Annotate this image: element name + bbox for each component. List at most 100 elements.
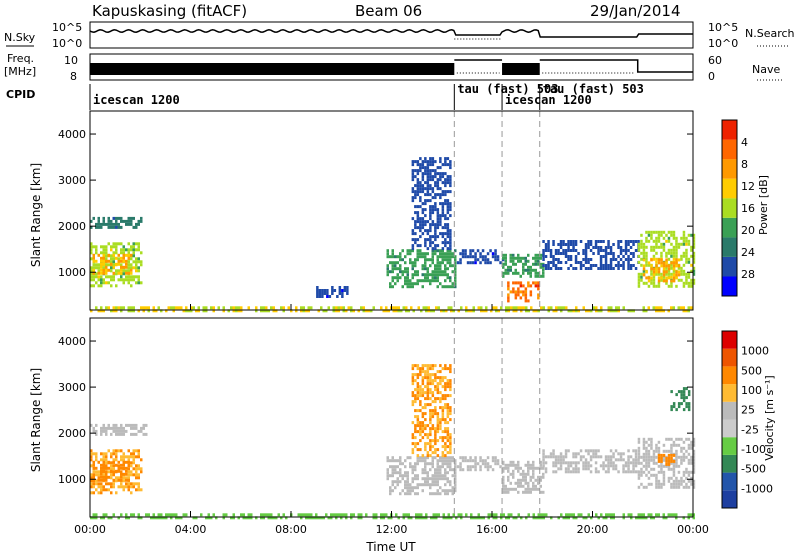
data-cell [692,485,696,489]
data-cell [92,513,95,517]
data-cell [444,394,447,398]
data-cell [687,446,691,450]
data-cell [439,202,442,206]
data-cell [426,483,429,487]
data-cell [672,233,676,237]
data-cell [140,260,143,264]
data-cell [569,240,573,243]
data-cell [436,474,439,478]
data-cell [434,193,437,197]
data-cell [587,243,590,246]
data-cell [657,513,660,517]
data-cell [265,306,268,310]
data-cell [537,287,540,291]
data-cell [537,281,540,285]
data-cell [416,160,420,164]
data-cell [112,426,115,430]
data-cell [519,290,523,294]
data-cell [615,306,618,310]
data-cell [112,251,115,255]
data-cell [105,271,108,275]
data-cell [567,513,570,517]
data-cell [627,258,630,261]
data-cell [424,279,427,283]
data-cell [295,306,298,310]
data-cell [587,261,590,264]
data-cell [105,259,108,263]
data-cell [343,286,347,289]
data-cell [527,253,530,257]
data-cell [570,513,573,517]
data-cell [650,443,653,447]
data-cell [480,306,483,310]
data-cell [537,513,540,517]
data-cell [419,459,422,463]
data-cell [446,379,450,383]
data-cell [322,516,325,520]
data-cell [90,269,93,273]
data-cell [419,196,422,200]
data-cell [690,461,693,465]
data-cell [429,172,432,176]
data-cell [436,439,440,443]
data-cell [449,451,452,455]
data-cell [100,488,103,492]
data-cell [421,217,425,221]
y-tick-label: 1000 [58,266,86,279]
data-cell [565,513,568,517]
data-cell [577,467,580,471]
data-cell [429,439,432,443]
data-cell [323,289,327,292]
data-cell [137,449,140,453]
data-cell [645,251,648,255]
data-cell [416,270,419,274]
nsky-right-tick-bottom: 10^0 [708,37,738,50]
data-cell [242,513,245,517]
data-cell [411,238,415,242]
data-cell [515,516,518,520]
data-cell [454,465,457,469]
data-cell [416,388,420,392]
data-cell [652,516,655,520]
data-cell [524,287,528,291]
data-cell [399,255,402,259]
data-cell [680,236,683,240]
data-cell [572,249,575,252]
data-cell [95,516,98,520]
data-cell [110,284,113,288]
data-cell [421,187,425,191]
data-cell [557,306,560,310]
data-cell [105,461,108,465]
data-cell [92,473,95,477]
data-cell [120,478,123,482]
data-cell [584,252,588,255]
data-cell [542,490,545,494]
data-cell [602,249,605,252]
data-cell [414,190,417,194]
data-cell [552,452,555,456]
data-cell [682,458,686,462]
data-cell [394,276,397,280]
data-cell [135,266,138,270]
data-cell [240,306,243,310]
data-cell [362,306,365,310]
data-cell [539,274,542,278]
data-cell [402,513,405,517]
data-cell [426,247,430,251]
data-cell [431,367,435,371]
data-cell [617,306,620,310]
data-cell [411,436,415,440]
data-cell [529,265,532,269]
data-cell [157,513,160,517]
data-cell [102,466,105,470]
data-cell [655,449,658,453]
data-cell [532,469,535,473]
data-cell [429,244,432,248]
data-cell [650,267,653,271]
data-cell [449,468,452,472]
data-cell [509,487,512,491]
data-cell [441,445,445,449]
data-cell [645,464,648,468]
data-cell [92,452,95,456]
